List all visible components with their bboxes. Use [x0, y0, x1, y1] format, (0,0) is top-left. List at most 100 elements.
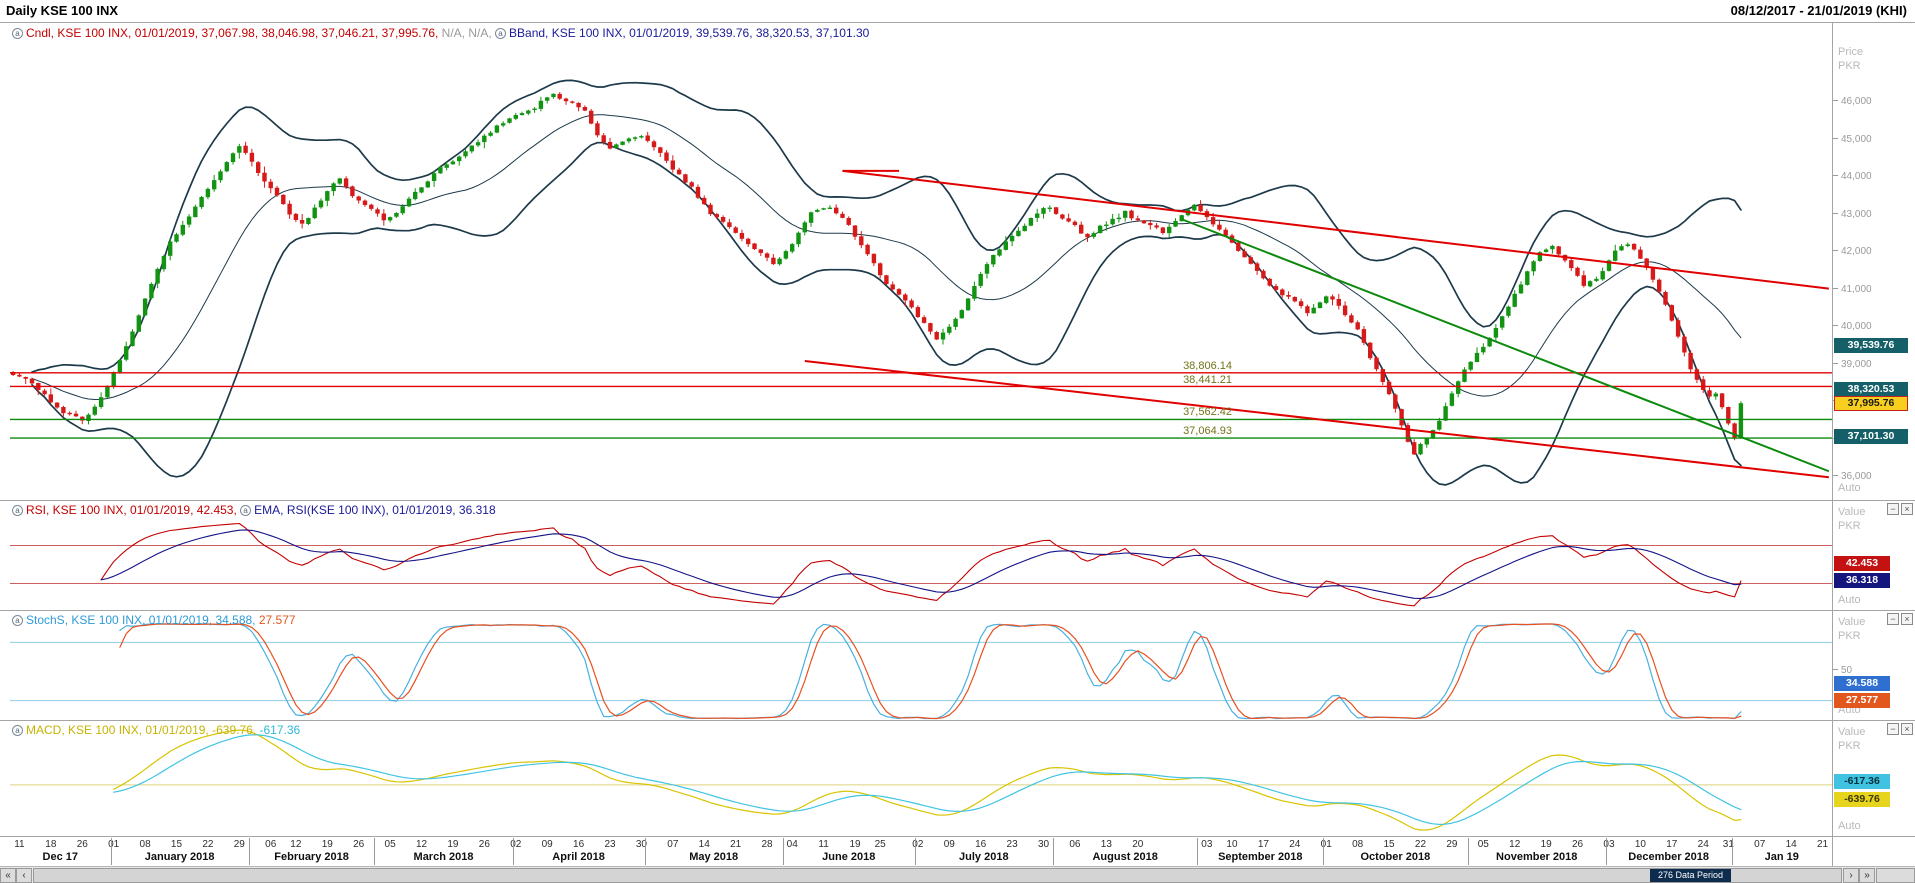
x-axis-month-label: April 2018 — [552, 851, 605, 863]
upper-resistance-trendline[interactable] — [842, 169, 1829, 290]
price-axis-currency: PKR — [1838, 60, 1861, 72]
candle-body — [48, 394, 53, 403]
x-axis-day-label: 28 — [761, 839, 773, 850]
macd-signal-line — [113, 734, 1742, 826]
candle-body — [268, 181, 273, 189]
candle-body — [658, 147, 663, 153]
candle-body — [532, 108, 537, 110]
candle-body — [991, 255, 996, 265]
candle-body — [61, 407, 66, 414]
rsi-panel-minimize-button[interactable]: − — [1887, 503, 1899, 515]
candle-body — [105, 385, 110, 398]
macd-panel-close-button[interactable]: × — [1901, 723, 1913, 735]
candle-body — [1192, 204, 1197, 211]
x-axis-month-label: June 2018 — [822, 851, 876, 863]
horizontal-scrollbar[interactable]: « ‹ › » 276 Data Period — [0, 866, 1915, 883]
price-axis-tick: 46,000 — [1833, 96, 1872, 107]
main-panel-legend[interactable]: a Cndl, KSE 100 INX, 01/01/2019, 37,067.9… — [12, 26, 869, 40]
candle-body — [645, 135, 650, 141]
candle-body — [1537, 252, 1543, 261]
x-axis-day-label: 26 — [76, 839, 88, 850]
x-axis-day-label: 07 — [1754, 839, 1766, 850]
candle-body — [796, 232, 801, 245]
candle-body — [1675, 320, 1681, 337]
rsi-panel-close-button[interactable]: × — [1901, 503, 1913, 515]
candle-body — [193, 206, 198, 218]
candle-body — [607, 142, 613, 149]
candle-body — [676, 169, 682, 175]
scroll-far-left-button[interactable]: « — [0, 868, 16, 883]
x-axis-month-label: Dec 17 — [42, 851, 78, 863]
lower-support-trendline[interactable] — [804, 360, 1829, 479]
stoch-panel-minimize-button[interactable]: − — [1887, 613, 1899, 625]
candle-body — [545, 97, 550, 101]
candle-body — [802, 222, 807, 233]
scroll-right-button[interactable]: › — [1843, 868, 1859, 883]
candle-body — [632, 137, 638, 139]
x-axis-day-label: 23 — [604, 839, 616, 850]
candle-body — [1443, 406, 1448, 421]
candle-body — [1669, 305, 1674, 321]
x-axis-day-label: 01 — [1320, 839, 1332, 850]
x-axis-day-label: 26 — [353, 839, 365, 850]
indicator-marker-icon: a — [12, 615, 23, 626]
candle-body — [249, 152, 255, 162]
candle-body — [243, 145, 248, 153]
stochastic-panel-legend[interactable]: a StochS, KSE 100 INX, 01/01/2019, 34.588… — [12, 613, 296, 627]
candle-body — [1456, 381, 1461, 394]
candle-body — [1342, 305, 1348, 316]
candle-body — [457, 156, 462, 162]
candle-body — [1707, 390, 1712, 397]
candle-body — [1600, 271, 1605, 280]
x-axis-day-label: 13 — [1100, 839, 1112, 850]
scrollbar-thumb[interactable] — [33, 868, 1842, 883]
green-downtrend-line[interactable] — [1181, 218, 1830, 473]
rsi-legend-text: RSI, KSE 100 INX, 01/01/2019, 42.453, — [26, 503, 237, 517]
macd-panel-legend[interactable]: a MACD, KSE 100 INX, 01/01/2019, -639.76,… — [12, 723, 300, 737]
candle-body — [764, 253, 770, 258]
candle-body — [293, 213, 299, 220]
candle-body — [1581, 275, 1586, 286]
candle-body — [1500, 316, 1505, 328]
candlestick-series — [10, 92, 1744, 456]
candle-body — [1481, 346, 1486, 353]
stoch-panel-close-button[interactable]: × — [1901, 613, 1913, 625]
candle-body — [1028, 218, 1034, 226]
candle-body — [199, 197, 204, 208]
x-axis-day-label: 14 — [1785, 839, 1797, 850]
candle-body — [771, 257, 776, 265]
month-separator — [248, 838, 250, 865]
candle-body — [1694, 369, 1700, 380]
candle-body — [965, 298, 971, 311]
macd-panel-minimize-button[interactable]: − — [1887, 723, 1899, 735]
month-separator — [1052, 838, 1054, 865]
last-price-badge: 37,995.76 — [1834, 396, 1908, 411]
candle-body — [10, 372, 16, 375]
candle-body — [387, 217, 393, 221]
candle-body — [149, 283, 154, 299]
candle-body — [29, 378, 35, 384]
bollinger-middle-band — [31, 114, 1742, 400]
candle-body — [1594, 278, 1599, 281]
scroll-far-right-button[interactable]: » — [1859, 868, 1875, 883]
candle-body — [394, 213, 399, 217]
candle-body — [23, 377, 28, 379]
rsi-panel-legend[interactable]: a RSI, KSE 100 INX, 01/01/2019, 42.453, a… — [12, 503, 496, 517]
x-axis-day-label: 02 — [912, 839, 924, 850]
x-axis-day-label: 31 — [1722, 839, 1734, 850]
scroll-left-button[interactable]: ‹ — [16, 868, 32, 883]
candle-body — [1386, 381, 1392, 395]
candle-body — [463, 151, 468, 157]
candle-body — [1336, 299, 1341, 306]
x-axis-day-label: 08 — [1352, 839, 1364, 850]
candle-body — [576, 102, 581, 108]
x-axis-day-label: 21 — [730, 839, 742, 850]
candle-body — [582, 107, 588, 111]
x-axis-day-label: 03 — [1201, 839, 1213, 850]
candle-body — [155, 268, 160, 284]
candle-body — [852, 225, 858, 237]
candle-body — [1613, 250, 1618, 261]
